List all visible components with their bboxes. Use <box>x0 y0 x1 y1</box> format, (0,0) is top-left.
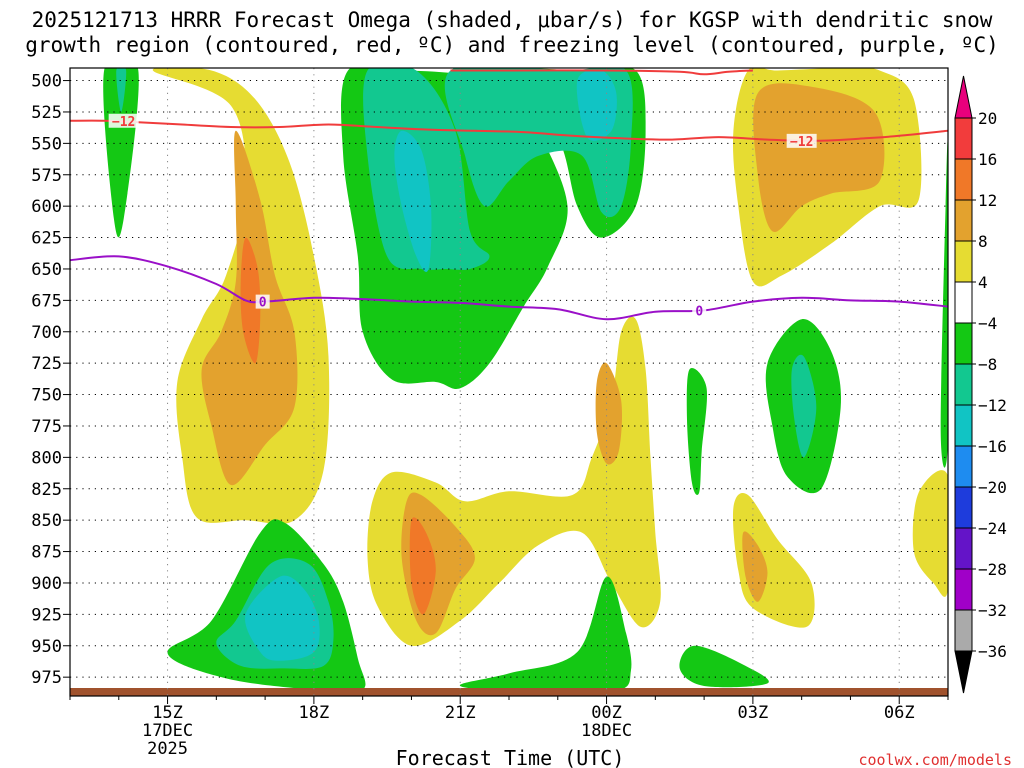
y-tick-label: 850 <box>31 511 62 531</box>
colorbar-bin <box>954 363 973 406</box>
credit-text: coolwx.com/models <box>858 751 1012 768</box>
colorbar-label: −28 <box>978 560 1007 579</box>
omega-descent-region <box>679 645 769 688</box>
colorbar-label: −20 <box>978 478 1007 497</box>
x-tick-label: 18Z <box>299 703 330 723</box>
colorbar-label: 12 <box>978 191 997 210</box>
omega-ascent-region <box>912 470 948 597</box>
y-tick-label: 900 <box>31 574 62 594</box>
colorbar-label: −16 <box>978 437 1007 456</box>
colorbar-label: −4 <box>978 314 997 333</box>
dgz-contour-label-bg <box>108 113 139 128</box>
x-axis-title: Forecast Time (UTC) <box>396 746 625 768</box>
omega-ascent-region <box>409 517 436 615</box>
freezing-level-contour-label: 0 <box>259 296 267 311</box>
y-tick-label: 600 <box>31 197 62 217</box>
x-tick-label: 17DEC <box>142 721 193 741</box>
colorbar-label: 16 <box>978 150 997 169</box>
dgz-contour-label: −12 <box>112 115 135 130</box>
dgz-top-contour <box>450 69 753 76</box>
x-tick-label: 00Z <box>591 703 622 723</box>
colorbar-bin <box>954 486 973 529</box>
y-tick-label: 775 <box>31 417 62 437</box>
omega-ascent-region <box>595 362 623 465</box>
chart-title-line2: growth region (contoured, red, ºC) and f… <box>25 33 999 57</box>
y-tick-label: 525 <box>31 103 62 123</box>
colorbar-bin <box>954 609 973 652</box>
y-tick-label: 675 <box>31 291 62 311</box>
colorbar-bin <box>954 117 973 160</box>
y-tick-label: 950 <box>31 637 62 657</box>
omega-descent-region <box>791 354 817 458</box>
omega-descent-region <box>686 368 708 495</box>
colorbar-bin <box>954 568 973 611</box>
x-tick-label: 18DEC <box>581 721 632 741</box>
colorbar-bottom-arrow <box>954 650 973 694</box>
x-tick-label: 2025 <box>147 739 188 759</box>
x-tick-label: 06Z <box>884 703 915 723</box>
colorbar-top-arrow <box>954 75 973 119</box>
colorbar-label: −12 <box>978 396 1007 415</box>
y-tick-label: 625 <box>31 229 62 249</box>
y-tick-label: 500 <box>31 72 62 92</box>
omega-descent-region <box>940 140 948 468</box>
freezing-level-contour-label-bg <box>255 294 270 309</box>
freezing-level-contour-label: 0 <box>695 304 703 319</box>
omega-descent-region <box>394 130 432 273</box>
colorbar-bin <box>954 281 973 324</box>
colorbar: 20 16 12 8 4 −4 −8 −12 −16 −20 −24 −28 −32 −36 <box>954 75 1007 694</box>
dgz-contour-label-bg <box>786 133 817 148</box>
y-tick-label: 800 <box>31 448 62 468</box>
y-tick-label: 700 <box>31 323 62 343</box>
omega-descent-region <box>103 68 139 238</box>
freezing-level-contour-label-bg <box>692 303 707 318</box>
omega-ascent-region <box>753 83 885 233</box>
y-tick-label: 650 <box>31 260 62 280</box>
colorbar-label: −36 <box>978 642 1007 661</box>
omega-ascent-region <box>742 531 768 602</box>
colorbar-label: 4 <box>978 273 988 292</box>
y-axis: 500 525 550 575 600 625 650 675 700 725 750 775 800 8… <box>31 72 70 688</box>
y-tick-label: 575 <box>31 166 62 186</box>
y-tick-label: 975 <box>31 668 62 688</box>
x-tick-label: 21Z <box>445 703 476 723</box>
omega-descent-region <box>245 575 320 661</box>
colorbar-bin <box>954 158 973 201</box>
x-tick-label: 15Z <box>152 703 183 723</box>
colorbar-label: −24 <box>978 519 1007 538</box>
colorbar-label: 8 <box>978 232 988 251</box>
freezing-level-contour <box>70 255 948 321</box>
omega-descent-region <box>116 68 127 112</box>
colorbar-bin <box>954 322 973 365</box>
colorbar-bin <box>954 199 973 242</box>
y-tick-label: 725 <box>31 354 62 374</box>
y-tick-label: 925 <box>31 605 62 625</box>
omega-shading <box>70 68 948 696</box>
y-tick-label: 750 <box>31 386 62 406</box>
y-tick-label: 825 <box>31 480 62 500</box>
colorbar-bin <box>954 240 973 283</box>
colorbar-label: 20 <box>978 109 997 128</box>
omega-descent-region <box>459 576 632 694</box>
colorbar-bin <box>954 445 973 488</box>
colorbar-label: −8 <box>978 355 997 374</box>
temperature-contours: −12 −12 0 0 <box>70 69 948 321</box>
x-tick-label: 03Z <box>738 703 769 723</box>
y-tick-label: 875 <box>31 543 62 563</box>
colorbar-label: −32 <box>978 601 1007 620</box>
colorbar-bin <box>954 527 973 570</box>
dgz-contour-label: −12 <box>790 135 813 150</box>
chart-title-line1: 2025121713 HRRR Forecast Omega (shaded, … <box>32 8 993 32</box>
surface-strip <box>70 688 948 696</box>
colorbar-bin <box>954 404 973 447</box>
y-tick-label: 550 <box>31 134 62 154</box>
